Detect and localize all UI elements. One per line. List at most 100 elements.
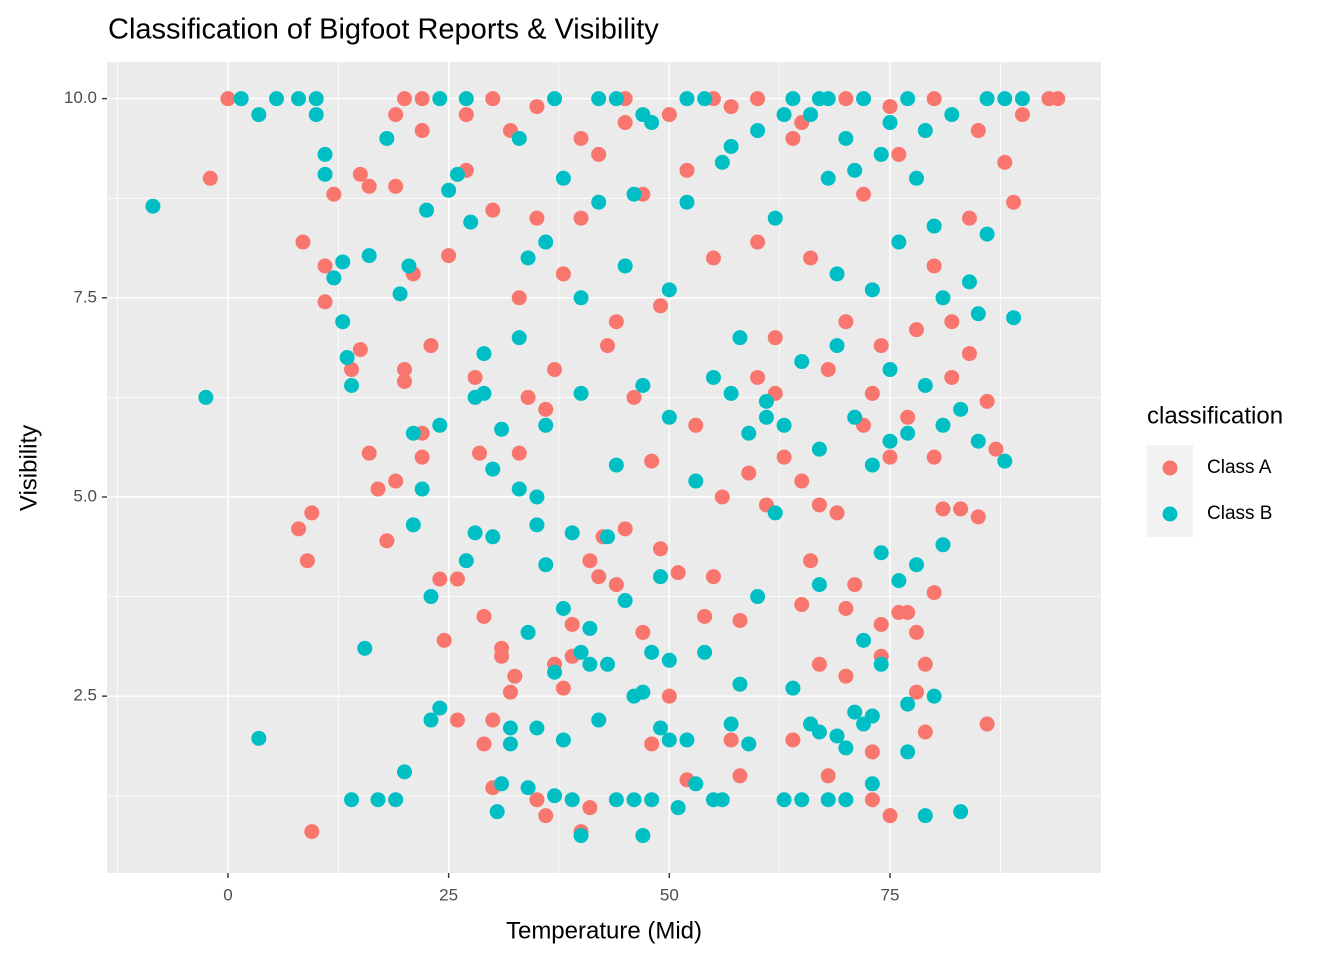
point: [811, 577, 827, 593]
point: [573, 644, 589, 660]
point: [291, 91, 307, 107]
point: [697, 644, 713, 660]
point: [251, 107, 267, 123]
point: [873, 656, 889, 672]
point: [291, 521, 307, 537]
point: [953, 401, 969, 417]
point: [423, 589, 439, 605]
point: [935, 501, 951, 517]
point: [909, 170, 925, 186]
point: [555, 680, 571, 696]
point: [758, 393, 774, 409]
point: [494, 421, 510, 437]
point: [714, 792, 730, 808]
point: [829, 505, 845, 521]
point: [555, 601, 571, 617]
point: [811, 497, 827, 513]
point: [882, 449, 898, 465]
point: [441, 182, 457, 198]
point: [909, 684, 925, 700]
point: [617, 258, 633, 274]
point: [608, 314, 624, 330]
point: [644, 453, 660, 469]
point: [864, 776, 880, 792]
point: [432, 571, 448, 587]
point: [220, 91, 236, 107]
point: [679, 91, 695, 107]
point: [829, 266, 845, 282]
point: [909, 557, 925, 573]
point: [723, 716, 739, 732]
point: [564, 616, 580, 632]
point: [502, 684, 518, 700]
point: [661, 107, 677, 123]
point: [485, 712, 501, 728]
point: [644, 736, 660, 752]
point: [838, 668, 854, 684]
point: [820, 768, 836, 784]
point: [856, 91, 872, 107]
point: [705, 250, 721, 266]
point: [511, 130, 527, 146]
point: [926, 449, 942, 465]
point: [485, 461, 501, 477]
point: [432, 91, 448, 107]
point: [926, 218, 942, 234]
point: [997, 91, 1013, 107]
point: [591, 194, 607, 210]
point: [317, 294, 333, 310]
point: [344, 792, 360, 808]
legend-label: Class A: [1207, 457, 1272, 478]
point: [776, 417, 792, 433]
point: [476, 608, 492, 624]
point: [670, 565, 686, 581]
point: [538, 401, 554, 417]
point: [820, 362, 836, 378]
point: [388, 178, 404, 194]
point: [864, 385, 880, 401]
point: [511, 445, 527, 461]
point: [529, 99, 545, 115]
point: [485, 202, 501, 218]
point: [529, 720, 545, 736]
point: [502, 736, 518, 752]
point: [864, 744, 880, 760]
point: [635, 107, 651, 123]
point: [794, 597, 810, 613]
point: [591, 91, 607, 107]
point: [917, 123, 933, 139]
point: [414, 449, 430, 465]
point: [582, 620, 598, 636]
point: [529, 489, 545, 505]
point: [1050, 91, 1066, 107]
point: [944, 107, 960, 123]
point: [617, 593, 633, 609]
point: [723, 732, 739, 748]
point: [741, 425, 757, 441]
point: [979, 226, 995, 242]
point: [767, 330, 783, 346]
point: [961, 274, 977, 290]
x-tick-label: 25: [439, 885, 458, 904]
point: [449, 712, 465, 728]
point: [335, 254, 351, 270]
point: [317, 166, 333, 182]
point: [741, 465, 757, 481]
point: [864, 708, 880, 724]
point: [652, 569, 668, 585]
point: [582, 656, 598, 672]
point: [873, 146, 889, 162]
point: [652, 298, 668, 314]
point: [370, 481, 386, 497]
point: [608, 91, 624, 107]
point: [732, 676, 748, 692]
point: [529, 792, 545, 808]
point: [432, 417, 448, 433]
point: [379, 533, 395, 549]
point: [582, 553, 598, 569]
points: [145, 91, 1066, 844]
point: [873, 616, 889, 632]
point: [573, 290, 589, 306]
point: [864, 457, 880, 473]
point: [511, 481, 527, 497]
